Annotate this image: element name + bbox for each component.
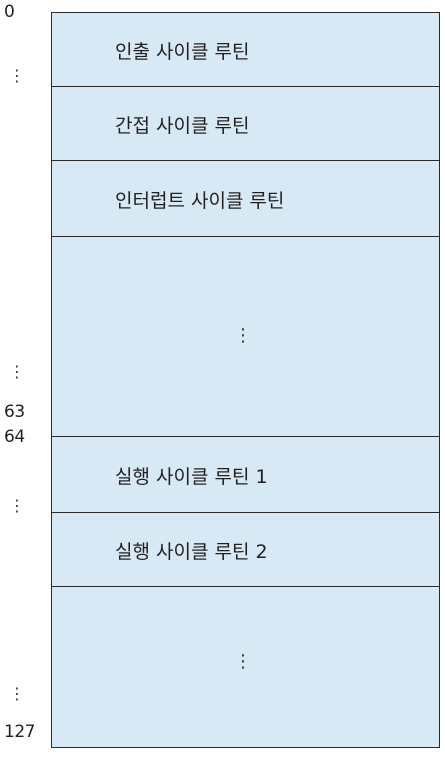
row-execute-cycle-1: 실행 사이클 루틴 1	[52, 437, 439, 513]
address-63: 63	[4, 402, 25, 422]
address-ellipsis-top: ⋮	[9, 66, 25, 85]
address-127: 127	[4, 722, 35, 742]
row-unused-lower: ⋮	[52, 587, 439, 747]
address-ellipsis-before-63: ⋮	[9, 362, 25, 381]
row-fetch-cycle: 인출 사이클 루틴	[52, 13, 439, 87]
execute-cycle-routine-2-label: 실행 사이클 루틴 2	[115, 541, 268, 563]
row-execute-cycle-2: 실행 사이클 루틴 2	[52, 513, 439, 587]
address-ellipsis-before-127: ⋮	[9, 684, 25, 703]
address-64: 64	[4, 427, 25, 447]
address-0: 0	[4, 2, 15, 22]
interrupt-cycle-routine-label: 인터럽트 사이클 루틴	[115, 190, 285, 212]
lower-ellipsis: ⋮	[234, 651, 252, 672]
indirect-cycle-routine-label: 간접 사이클 루틴	[115, 115, 250, 137]
row-indirect-cycle: 간접 사이클 루틴	[52, 87, 439, 161]
fetch-cycle-routine-label: 인출 사이클 루틴	[115, 41, 250, 63]
control-memory-block: 인출 사이클 루틴 간접 사이클 루틴 인터럽트 사이클 루틴 ⋮ 실행 사이클…	[51, 12, 440, 748]
row-unused-upper: ⋮	[52, 237, 439, 437]
address-ellipsis-after-64: ⋮	[9, 496, 25, 515]
execute-cycle-routine-1-label: 실행 사이클 루틴 1	[115, 466, 268, 488]
upper-ellipsis: ⋮	[234, 325, 252, 346]
row-interrupt-cycle: 인터럽트 사이클 루틴	[52, 161, 439, 237]
